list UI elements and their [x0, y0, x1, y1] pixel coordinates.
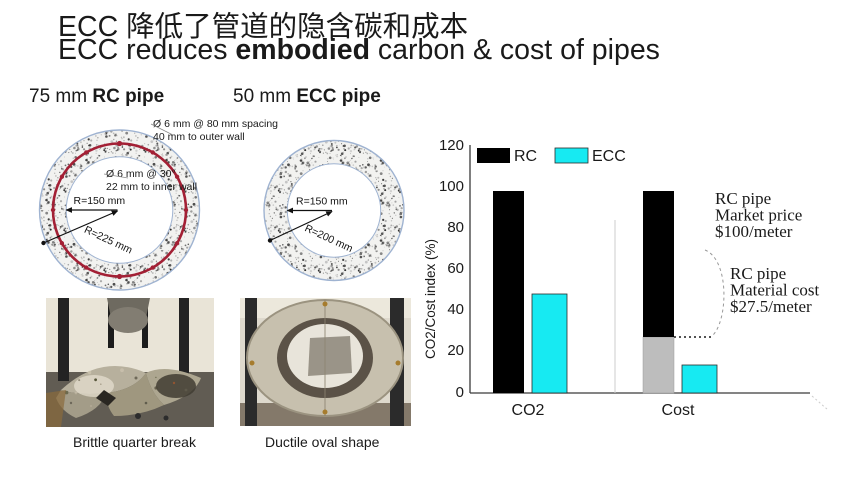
svg-text:20: 20: [447, 342, 464, 359]
svg-text:$100/meter: $100/meter: [715, 222, 793, 241]
svg-text:120: 120: [439, 137, 464, 154]
svg-text:60: 60: [447, 260, 464, 277]
svg-text:0: 0: [456, 384, 464, 401]
svg-text:RC: RC: [514, 148, 537, 165]
svg-text:80: 80: [447, 219, 464, 236]
svg-text:100: 100: [439, 178, 464, 195]
svg-text:$27.5/meter: $27.5/meter: [730, 297, 812, 316]
svg-text:ECC: ECC: [592, 148, 626, 165]
svg-text:Cost: Cost: [662, 402, 695, 419]
svg-text:CO2/Cost index (%): CO2/Cost index (%): [423, 239, 438, 359]
svg-text:CO2: CO2: [512, 402, 545, 419]
svg-text:40: 40: [447, 301, 464, 318]
